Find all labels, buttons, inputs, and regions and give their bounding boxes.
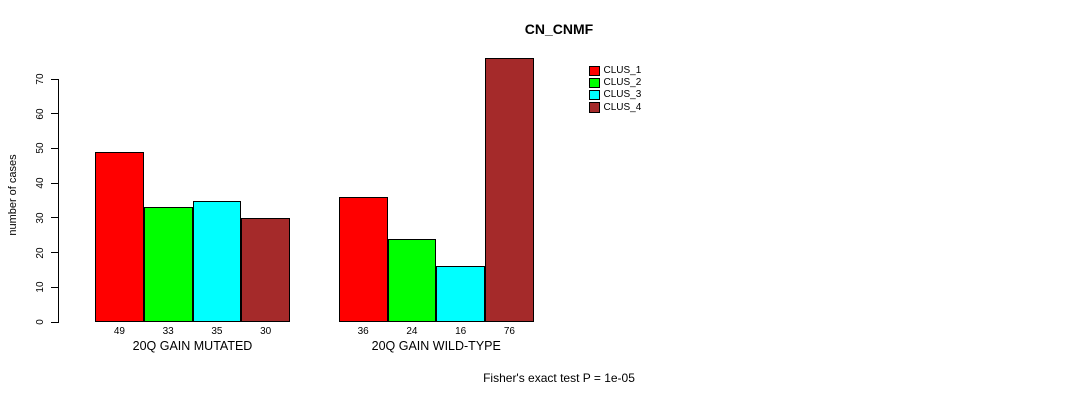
category-label: 20Q GAIN MUTATED [132,338,253,353]
y-tick-mark [51,217,58,219]
bar-value-label: 36 [357,325,369,337]
y-tick-label: 50 [35,142,46,154]
bar-value-label: 49 [113,325,125,337]
annotation-text: Fisher's exact test P = 1e-05 [483,371,635,385]
bar-clus_3-2 [436,266,485,322]
y-tick-label: 30 [35,212,46,224]
y-tick-label: 70 [35,73,46,85]
bar-value-label: 76 [503,325,515,337]
legend-label: CLUS_4 [603,101,642,113]
bar-value-label: 35 [211,325,223,337]
bar-value-label: 33 [162,325,174,337]
legend-swatch-clus_4 [589,102,600,113]
y-tick-label: 0 [35,319,46,325]
bar-clus_2-1 [143,207,193,322]
bar-clus_1-2 [338,197,388,322]
y-tick-label: 60 [35,108,46,120]
y-tick-mark [51,78,58,80]
bar-clus_2-2 [387,238,437,322]
y-tick-label: 40 [35,177,46,189]
y-tick-mark [51,252,58,254]
chart-title: CN_CNMF [524,21,594,37]
y-tick-mark [51,147,58,149]
y-tick-mark [51,286,58,288]
bar-clus_4-2 [485,58,534,322]
y-tick-label: 10 [35,281,46,293]
legend-swatch-clus_2 [589,77,600,89]
legend-swatch-clus_3 [589,89,600,101]
bar-value-label: 16 [455,325,467,337]
bar-clus_3-1 [192,200,242,322]
bar-value-label: 30 [260,325,272,337]
y-tick-label: 20 [35,247,46,259]
legend-swatch-clus_1 [589,65,600,76]
y-tick-mark [51,182,58,184]
legend-label: CLUS_1 [603,65,642,76]
category-label: 20Q GAIN WILD-TYPE [371,338,501,353]
bar-value-label: 24 [406,325,418,337]
y-tick-mark [51,321,58,323]
legend-label: CLUS_3 [603,89,642,101]
y-axis-line [58,79,59,323]
bar-clus_4-1 [241,217,290,322]
legend-label: CLUS_2 [603,77,642,89]
y-axis-label: number of cases [7,154,19,236]
y-tick-mark [51,113,58,115]
bar-clus_1-1 [95,151,144,322]
